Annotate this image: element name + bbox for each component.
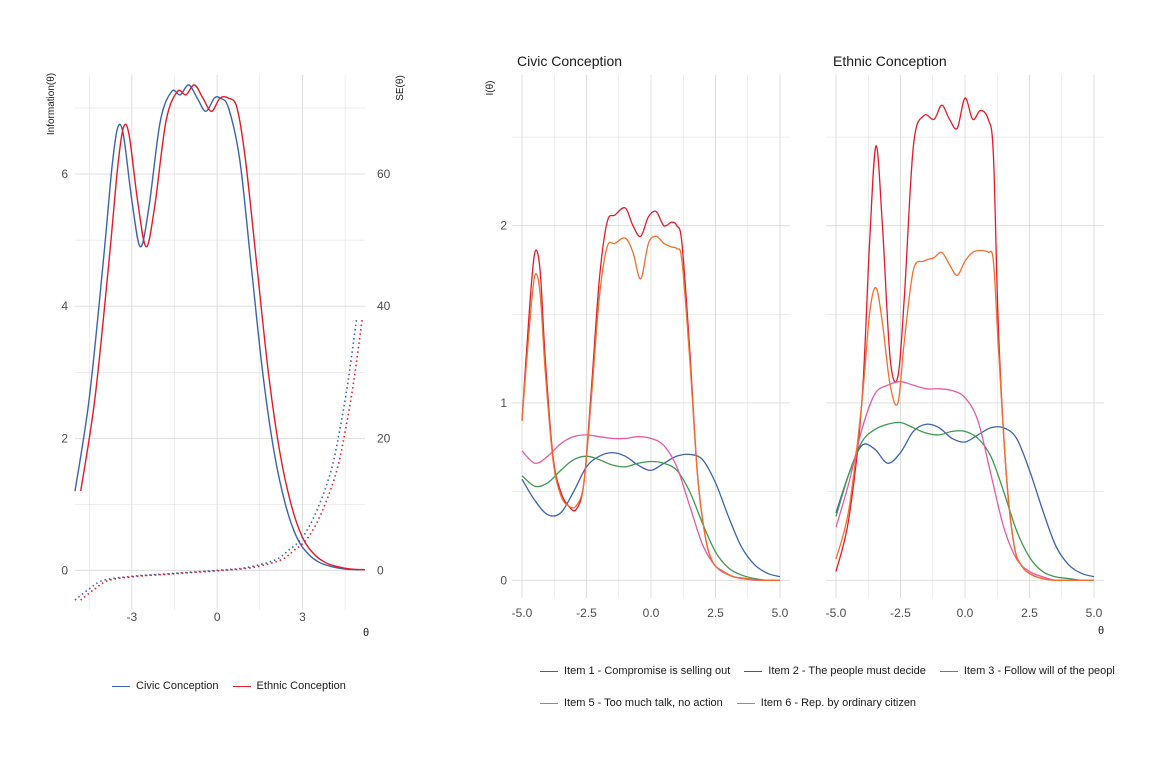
legend-item-3: Item 3 - Follow will of the peopl (939, 665, 1115, 677)
y-tick-label: 2 (500, 219, 507, 233)
y-tick-label-right: 0 (377, 563, 384, 577)
x-tick-label: -3 (127, 610, 138, 624)
x-tick-label: 0 (214, 610, 221, 624)
legend-key-item-1 (540, 670, 558, 672)
x-tick-label: -5.0 (826, 606, 847, 620)
facet-title: Ethnic Conception (833, 53, 947, 69)
x-tick-label: 5.0 (772, 606, 789, 620)
legend-item-6: Item 6 - Rep. by ordinary citizen (736, 697, 917, 709)
x-tick-label: -5.0 (512, 606, 533, 620)
item-series-line-item3 (521, 455, 781, 582)
y-tick-label-right: 40 (377, 299, 391, 313)
x-tick-label: 2.5 (1021, 606, 1038, 620)
legend-key-item-3 (939, 670, 958, 672)
item-series-line-item1 (835, 423, 1095, 578)
y-tick-label-right: 20 (377, 431, 391, 445)
legend-label-item-6: Item 6 - Rep. by ordinary citizen (760, 697, 917, 709)
item-series-line-item3 (835, 421, 1095, 582)
y-axis-title-items: I(θ) (485, 81, 496, 96)
legend-key-item-5 (540, 702, 558, 704)
legend-items-row-2: Item 5 - Too much talk, no action Item 6… (540, 697, 930, 709)
y-tick-label: 0 (500, 573, 507, 587)
x-axis-title-items: θ (1098, 625, 1104, 637)
x-tick-label: 2.5 (707, 606, 724, 620)
series-line-civic-conception (74, 84, 360, 571)
x-axis-title: θ (363, 627, 369, 639)
legend-label-item-5: Item 5 - Too much talk, no action (564, 697, 723, 709)
y-tick-label-left: 0 (61, 563, 68, 577)
legend-label-ethnic: Ethnic Conception (256, 680, 346, 692)
legend-label-item-1: Item 1 - Compromise is selling out (564, 665, 731, 677)
legend-key-item-6 (736, 702, 755, 704)
legend-item-ethnic: Ethnic Conception (232, 680, 346, 692)
item-series-line-item6 (835, 249, 1094, 582)
legend-item-5: Item 5 - Too much talk, no action (540, 697, 723, 709)
legend-label-civic: Civic Conception (136, 680, 219, 692)
item-series-line-item1 (521, 451, 781, 578)
x-tick-label: 0.0 (643, 606, 660, 620)
item-series-line-item6 (521, 235, 781, 582)
y-axis-title-right: SE(θ) (395, 75, 406, 101)
x-tick-label: 3 (299, 610, 306, 624)
y-tick-label-right: 60 (377, 167, 391, 181)
y-tick-label-left: 4 (61, 299, 68, 313)
legend-label-item-2: Item 2 - The people must decide (768, 665, 926, 677)
legend-items-row-1: Item 1 - Compromise is selling out Item … (540, 665, 1129, 677)
legend-label-item-3: Item 3 - Follow will of the peopl (963, 665, 1115, 677)
legend-key-ethnic (232, 685, 251, 687)
legend-key-item-2 (744, 670, 763, 672)
x-tick-label: -2.5 (576, 606, 597, 620)
legend-item-1: Item 1 - Compromise is selling out (540, 665, 730, 677)
facet-title: Civic Conception (517, 53, 622, 69)
legend-item-2: Item 2 - The people must decide (744, 665, 926, 677)
x-tick-label: 0.0 (957, 606, 974, 620)
x-tick-label: 5.0 (1086, 606, 1103, 620)
series-line-ethnic-conception-se (80, 319, 363, 601)
series-line-civic-conception-se (74, 319, 358, 601)
y-axis-title-left: Information(θ) (46, 73, 57, 135)
legend-item-civic: Civic Conception (112, 680, 219, 692)
x-tick-label: -2.5 (890, 606, 911, 620)
y-tick-label: 1 (500, 396, 507, 410)
y-tick-label-left: 6 (61, 167, 68, 181)
y-tick-label-left: 2 (61, 431, 68, 445)
legend-key-civic (112, 685, 130, 687)
legend-test-information: Civic Conception Ethnic Conception (112, 680, 360, 692)
